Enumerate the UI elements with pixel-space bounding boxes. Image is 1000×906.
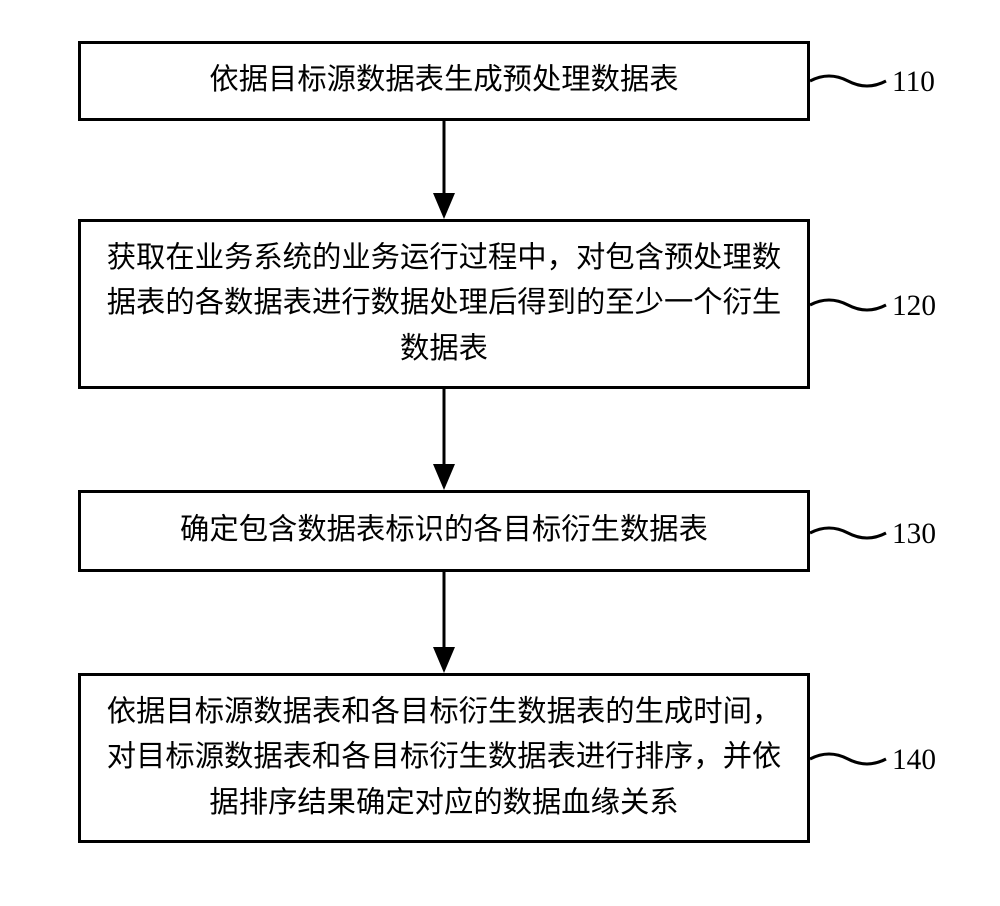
tilde-mark-130	[810, 528, 886, 538]
flow-node-140: 依据目标源数据表和各目标衍生数据表的生成时间，对目标源数据表和各目标衍生数据表进…	[78, 673, 810, 843]
step-label-130: 130	[892, 518, 936, 551]
flow-node-text-110: 依据目标源数据表生成预处理数据表	[99, 58, 789, 103]
flow-node-110: 依据目标源数据表生成预处理数据表	[78, 41, 810, 121]
edge-arrowhead-130-140	[433, 647, 455, 673]
step-label-140: 140	[892, 744, 936, 777]
step-label-120: 120	[892, 290, 936, 323]
edge-arrowhead-120-130	[433, 464, 455, 490]
step-label-110: 110	[892, 66, 935, 99]
flow-node-text-130: 确定包含数据表标识的各目标衍生数据表	[99, 508, 789, 553]
tilde-mark-120	[810, 300, 886, 310]
flow-node-text-120: 获取在业务系统的业务运行过程中，对包含预处理数据表的各数据表进行数据处理后得到的…	[99, 236, 789, 372]
flowchart-canvas: 依据目标源数据表生成预处理数据表 110 获取在业务系统的业务运行过程中，对包含预处…	[0, 0, 1000, 906]
flow-node-120: 获取在业务系统的业务运行过程中，对包含预处理数据表的各数据表进行数据处理后得到的…	[78, 219, 810, 389]
flow-node-text-140: 依据目标源数据表和各目标衍生数据表的生成时间，对目标源数据表和各目标衍生数据表进…	[99, 690, 789, 826]
edge-arrowhead-110-120	[433, 193, 455, 219]
flow-node-130: 确定包含数据表标识的各目标衍生数据表	[78, 490, 810, 572]
tilde-mark-140	[810, 754, 886, 764]
tilde-mark-110	[810, 76, 886, 86]
